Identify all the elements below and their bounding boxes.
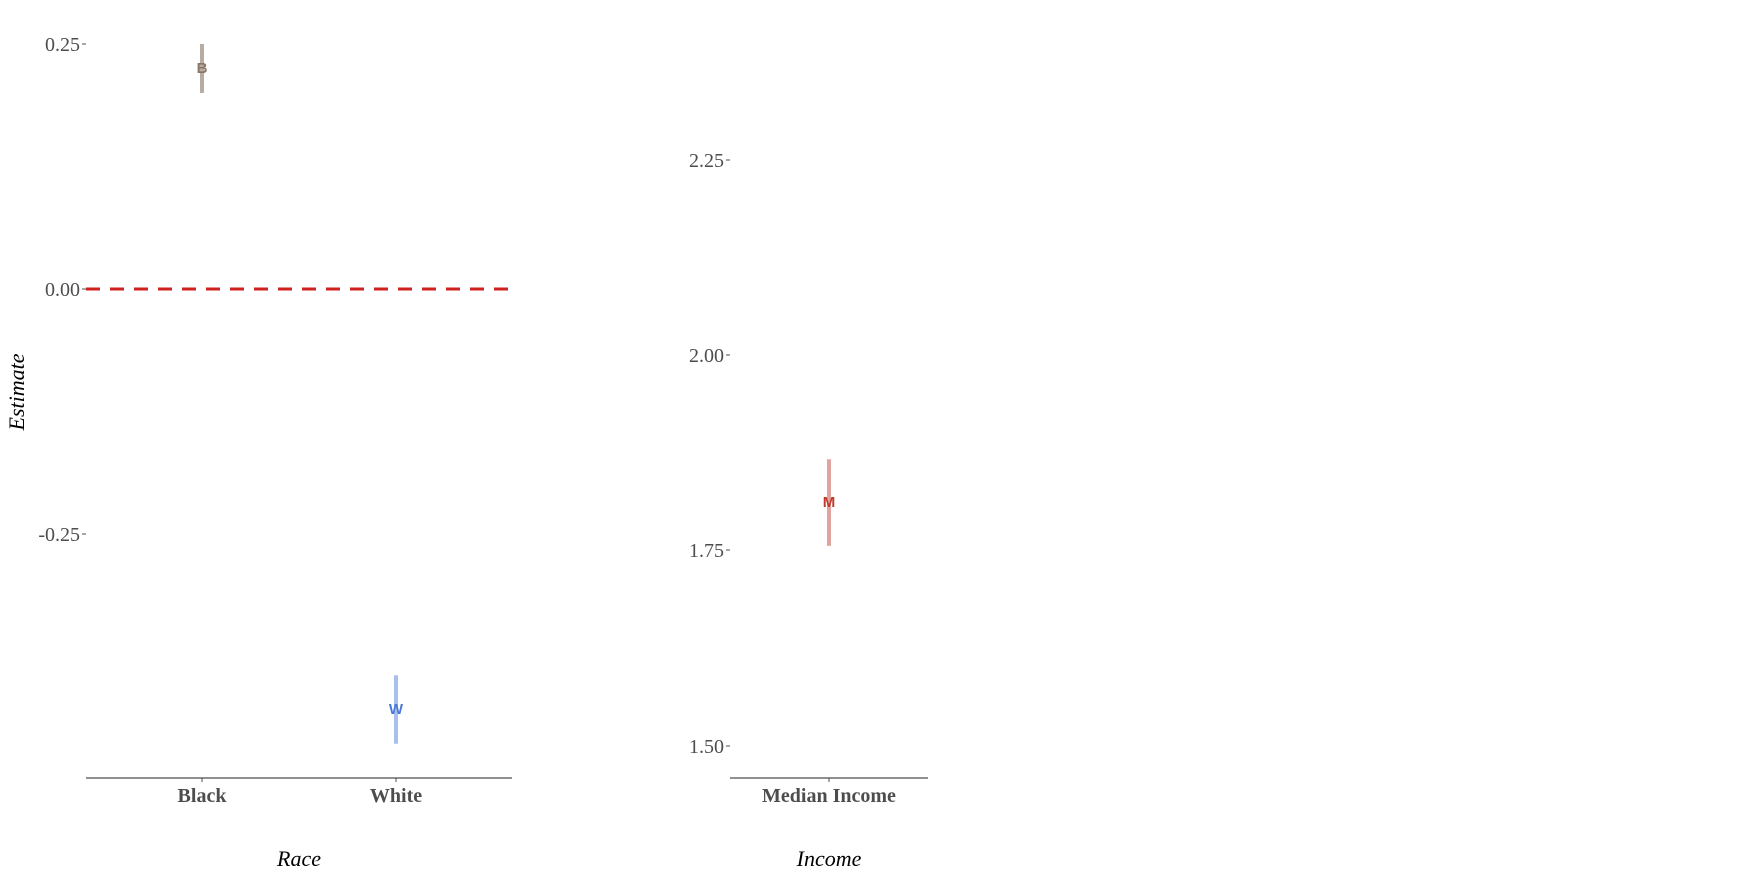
race-y-tick-1: 0.00: [45, 279, 80, 301]
income-panel: 2.25 2.00 1.75 1.50 Median Income Income…: [689, 150, 928, 871]
race-y-tick-2: -0.25: [38, 524, 80, 546]
race-y-axis-title: Estimate: [4, 353, 29, 431]
race-y-tick-0: 0.25: [45, 34, 80, 56]
point-label-black: B: [197, 60, 208, 77]
race-x-tick-white: White: [370, 785, 422, 807]
income-y-tick-0: 2.25: [689, 150, 724, 172]
race-panel: Estimate 0.25 0.00 -0.25 Black White Rac…: [4, 34, 512, 871]
income-y-tick-1: 2.00: [689, 345, 724, 367]
point-label-median-income: M: [823, 494, 836, 511]
income-points: M: [823, 459, 836, 546]
income-x-axis-title: Income: [796, 846, 862, 871]
race-points: B W: [197, 44, 404, 744]
point-label-white: W: [389, 701, 404, 718]
race-x-axis-title: Race: [276, 846, 321, 871]
income-y-tick-3: 1.50: [689, 736, 724, 758]
income-y-tick-2: 1.75: [689, 540, 724, 562]
income-x-tick-median-income: Median Income: [762, 785, 896, 807]
race-x-tick-black: Black: [178, 785, 228, 807]
